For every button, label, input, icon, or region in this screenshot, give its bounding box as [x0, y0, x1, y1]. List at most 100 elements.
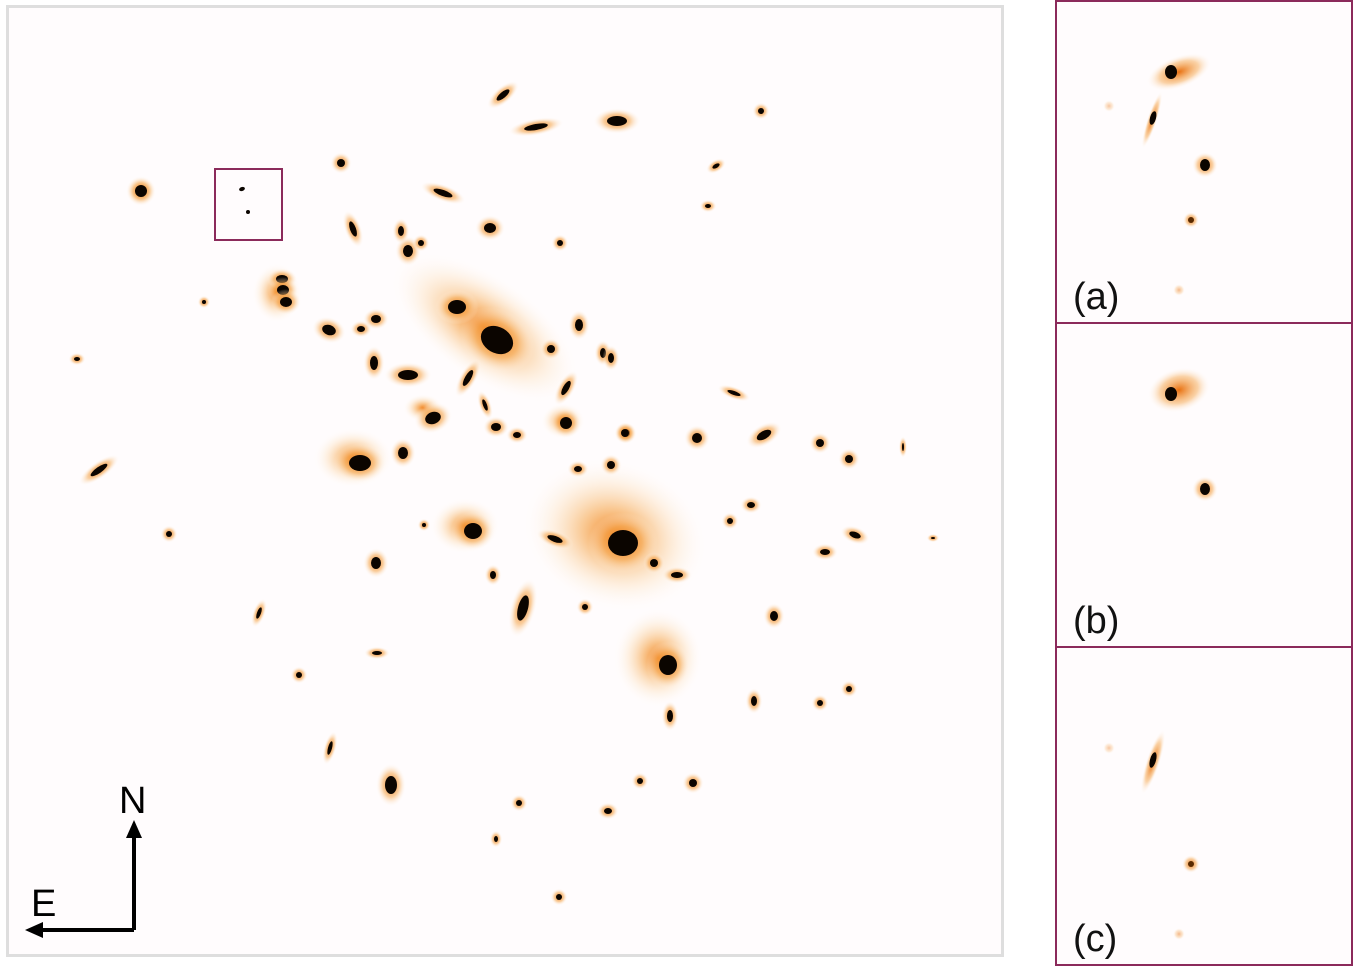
inset-c: (c): [1055, 646, 1353, 966]
galaxy-core: [398, 447, 408, 459]
galaxy-core: [727, 518, 733, 524]
galaxy-core: [671, 572, 683, 578]
east-label: E: [31, 883, 57, 925]
galaxy-core: [433, 188, 453, 198]
galaxy-core: [931, 537, 935, 539]
galaxy-core: [574, 466, 582, 472]
cluster-image-panel: N E: [6, 5, 1004, 957]
galaxy-core: [425, 411, 441, 425]
galaxy-core: [371, 557, 381, 569]
galaxy-core: [296, 672, 302, 678]
galaxy-core: [516, 800, 522, 806]
galaxy-core: [256, 607, 262, 619]
north-arrow-icon: [126, 820, 142, 838]
galaxy-core: [705, 204, 711, 208]
galaxy-core: [90, 463, 108, 477]
compass-arrows: [25, 820, 142, 938]
galaxy-core: [322, 324, 336, 336]
galaxy-core: [357, 326, 365, 332]
galaxy-core: [659, 655, 677, 675]
diffuse-halos: [127, 177, 708, 708]
galaxy-core: [849, 531, 861, 539]
galaxy-core: [398, 370, 418, 380]
galaxy-core: [727, 389, 741, 397]
north-label: N: [119, 780, 147, 822]
galaxy-core: [621, 429, 629, 437]
highlight-box: [214, 168, 283, 241]
inset-a-label: (a): [1073, 276, 1120, 318]
galaxy-core: [560, 417, 572, 429]
galaxies: [68, 80, 940, 906]
galaxy-core: [349, 455, 371, 471]
galaxy-core: [667, 710, 673, 722]
galaxy-core: [637, 778, 643, 784]
galaxy-core: [496, 89, 510, 101]
galaxy-core: [845, 455, 853, 463]
galaxy-core: [491, 423, 501, 431]
galaxy-core: [747, 502, 755, 508]
galaxy-core: [239, 186, 245, 192]
galaxy-core: [418, 240, 424, 246]
galaxy-core: [246, 210, 250, 214]
galaxy-core: [337, 159, 345, 167]
galaxy-core: [817, 700, 823, 706]
inset-c-image: [1103, 729, 1200, 940]
galaxy-core: [816, 439, 824, 447]
galaxy-core: [692, 433, 702, 443]
galaxy-core: [482, 399, 488, 411]
galaxy-core: [770, 611, 778, 621]
inset-a-image: [1103, 52, 1218, 296]
galaxy-core: [398, 226, 404, 236]
galaxy-core: [607, 461, 615, 469]
galaxy-core: [494, 836, 498, 842]
galaxy-core: [372, 651, 382, 655]
galaxy-core: [462, 370, 474, 386]
galaxy-core: [582, 604, 588, 610]
galaxy-core: [604, 808, 612, 814]
galaxy-core: [484, 223, 496, 233]
galaxy-core: [349, 221, 357, 237]
galaxy-core: [517, 595, 529, 621]
galaxy-core: [751, 696, 757, 706]
galaxy-core: [561, 380, 571, 396]
galaxy-core: [370, 356, 378, 370]
galaxy-core: [202, 300, 206, 304]
galaxy-core: [490, 571, 496, 579]
galaxy-core: [547, 345, 555, 353]
galaxy-core: [513, 432, 521, 438]
galaxy-core: [556, 894, 562, 900]
galaxy-core: [135, 185, 147, 197]
galaxy-core: [464, 523, 482, 539]
galaxy-core: [607, 116, 627, 126]
galaxy-core: [608, 353, 614, 363]
galaxy-core: [422, 523, 426, 527]
inset-b: (b): [1055, 322, 1353, 648]
galaxy-core: [902, 443, 904, 451]
galaxy-core: [575, 319, 583, 331]
galaxy-core: [403, 245, 413, 257]
galaxy-core: [650, 559, 658, 567]
galaxy-core: [74, 357, 80, 361]
inset-b-image: [1147, 367, 1218, 502]
galaxy-core: [689, 779, 697, 787]
galaxy-core: [448, 300, 466, 314]
galaxy-core: [480, 325, 514, 355]
galaxy-core: [385, 776, 397, 794]
inset-b-label: (b): [1073, 600, 1120, 642]
galaxy-core: [371, 315, 381, 323]
galaxy-core: [327, 741, 333, 755]
galaxy-core: [547, 535, 563, 543]
galaxy-core: [756, 429, 772, 441]
inset-c-label: (c): [1073, 918, 1118, 960]
galaxy-core: [524, 123, 548, 131]
east-arrow-icon: [25, 922, 43, 938]
galaxy-core: [608, 530, 638, 556]
inset-a: (a): [1055, 0, 1353, 324]
galaxy-core: [820, 549, 830, 555]
galaxy-core: [712, 163, 720, 169]
galaxy-core: [557, 240, 563, 246]
galaxy-core: [166, 531, 172, 537]
galaxy-core: [846, 686, 852, 692]
galaxy-core: [758, 108, 764, 114]
galaxy-core: [280, 297, 292, 307]
